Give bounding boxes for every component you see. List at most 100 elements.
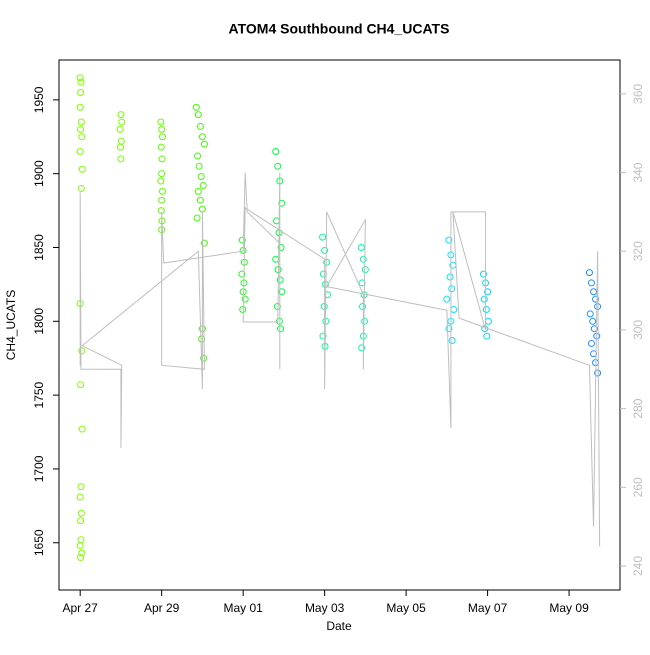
point xyxy=(200,354,208,362)
point xyxy=(196,196,204,204)
point xyxy=(361,317,369,325)
point xyxy=(117,111,125,119)
point xyxy=(117,137,125,145)
y2-tick-label: 320 xyxy=(631,241,645,261)
point xyxy=(585,269,593,277)
point xyxy=(448,337,456,345)
point xyxy=(77,517,85,525)
point xyxy=(241,295,249,303)
point xyxy=(158,187,166,195)
point xyxy=(194,152,202,160)
point xyxy=(76,74,84,82)
point xyxy=(278,199,286,207)
point xyxy=(589,317,597,325)
y-tick-label: 1800 xyxy=(32,308,46,335)
point xyxy=(158,155,166,163)
point xyxy=(198,133,206,141)
point xyxy=(358,344,366,352)
point xyxy=(158,133,166,141)
point xyxy=(77,125,85,133)
point xyxy=(158,196,166,204)
point xyxy=(77,483,85,491)
point xyxy=(77,78,85,86)
point xyxy=(359,303,367,311)
x-tick-label: Apr 29 xyxy=(144,601,180,615)
point xyxy=(238,270,246,278)
point xyxy=(117,143,125,151)
point xyxy=(117,155,125,163)
point xyxy=(480,295,488,303)
point xyxy=(278,288,286,296)
point xyxy=(590,288,598,296)
point xyxy=(76,148,84,156)
point xyxy=(77,118,85,126)
point xyxy=(158,170,166,178)
point xyxy=(197,173,205,181)
y-tick-label: 1950 xyxy=(32,86,46,113)
point xyxy=(587,279,595,287)
point xyxy=(193,214,201,222)
point xyxy=(357,243,365,251)
point xyxy=(77,88,85,96)
y-tick-label: 1850 xyxy=(32,234,46,261)
point xyxy=(76,103,84,111)
point xyxy=(77,536,85,544)
y2-tick-label: 300 xyxy=(631,320,645,340)
point xyxy=(445,236,453,244)
point xyxy=(158,125,166,133)
point xyxy=(77,184,85,192)
point xyxy=(450,305,458,313)
point xyxy=(321,246,329,254)
point xyxy=(200,239,208,247)
point xyxy=(77,554,85,562)
point xyxy=(361,266,369,274)
point xyxy=(586,310,594,318)
x-tick-label: Apr 27 xyxy=(63,601,99,615)
point xyxy=(273,303,281,311)
y2-line xyxy=(79,172,601,547)
x-tick-label: May 07 xyxy=(468,601,508,615)
plot-frame xyxy=(58,59,621,591)
point xyxy=(78,549,86,557)
point xyxy=(194,111,202,119)
point xyxy=(157,118,165,126)
point xyxy=(483,332,491,340)
point xyxy=(239,288,247,296)
point xyxy=(157,177,165,185)
point xyxy=(277,325,285,333)
y-tick-label: 1750 xyxy=(32,381,46,408)
point xyxy=(78,133,86,141)
point xyxy=(445,325,453,333)
x-tick-label: May 09 xyxy=(549,601,589,615)
x-axis-label: Date xyxy=(326,619,352,633)
y-tick-label: 1650 xyxy=(32,529,46,556)
point xyxy=(76,542,84,550)
point xyxy=(78,165,86,173)
y2-tick-label: 280 xyxy=(631,398,645,418)
point xyxy=(200,140,208,148)
chart-title: ATOM4 Southbound CH4_UCATS xyxy=(229,21,450,37)
point xyxy=(274,162,282,170)
point xyxy=(272,255,280,263)
point xyxy=(116,125,124,133)
point xyxy=(238,236,246,244)
y2-tick-label: 240 xyxy=(631,556,645,576)
x-tick-label: May 05 xyxy=(386,601,426,615)
point xyxy=(195,162,203,170)
point xyxy=(198,335,206,343)
x-tick-label: May 01 xyxy=(223,601,263,615)
point xyxy=(323,258,331,266)
point xyxy=(448,285,456,293)
x-tick-label: May 03 xyxy=(305,601,345,615)
point xyxy=(77,509,85,517)
point xyxy=(198,205,206,213)
y-axis-label: CH4_UCATS xyxy=(4,290,18,360)
point xyxy=(78,425,86,433)
point xyxy=(196,122,204,130)
point xyxy=(192,103,200,111)
point xyxy=(319,233,327,241)
point xyxy=(446,273,454,281)
point xyxy=(118,118,126,126)
point xyxy=(480,270,488,278)
